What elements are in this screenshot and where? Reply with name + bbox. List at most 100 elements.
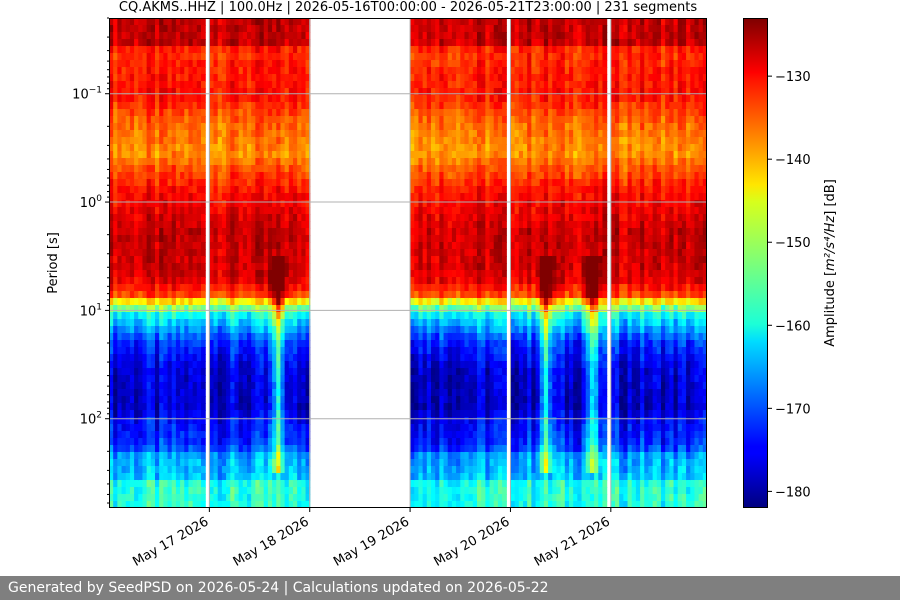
heatmap-cell xyxy=(280,123,286,131)
heatmap-cell xyxy=(301,375,307,383)
heatmap-cell xyxy=(301,305,307,313)
heatmap-cell xyxy=(201,144,206,152)
heatmap-cell xyxy=(159,172,164,180)
heatmap-cell xyxy=(146,18,152,26)
heatmap-cell xyxy=(301,501,307,508)
heatmap-cell xyxy=(489,361,495,369)
heatmap-cell xyxy=(431,361,436,369)
heatmap-cell xyxy=(155,81,160,89)
heatmap-cell xyxy=(259,305,265,313)
heatmap-cell xyxy=(447,102,453,110)
heatmap-cell xyxy=(117,452,123,460)
heatmap-cell xyxy=(251,67,256,75)
heatmap-cell xyxy=(234,410,240,418)
heatmap-cell xyxy=(255,305,261,313)
heatmap-cell xyxy=(180,242,185,250)
heatmap-cell xyxy=(305,298,311,306)
heatmap-cell xyxy=(134,375,139,383)
heatmap-cell xyxy=(196,494,202,502)
heatmap-cell xyxy=(280,298,286,306)
heatmap-cell xyxy=(159,186,164,194)
heatmap-cell xyxy=(443,116,449,124)
heatmap-cell xyxy=(493,340,499,348)
heatmap-cell xyxy=(109,214,114,222)
heatmap-cell xyxy=(493,186,499,194)
heatmap-cell xyxy=(468,375,474,383)
heatmap-cell xyxy=(410,284,415,292)
heatmap-cell xyxy=(171,144,177,152)
heatmap-column xyxy=(238,18,244,508)
heatmap-cell xyxy=(485,270,491,278)
heatmap-cell xyxy=(276,319,282,327)
heatmap-cell xyxy=(238,165,244,173)
heatmap-cell xyxy=(472,270,478,278)
heatmap-cell xyxy=(163,200,169,208)
heatmap-cell xyxy=(242,137,248,145)
heatmap-cell xyxy=(163,123,169,131)
heatmap-cell xyxy=(129,214,135,222)
heatmap-cell xyxy=(451,60,457,68)
heatmap-cell xyxy=(477,165,482,173)
heatmap-cell xyxy=(196,361,202,369)
heatmap-cell xyxy=(201,277,206,285)
heatmap-cell xyxy=(242,242,248,250)
heatmap-cell xyxy=(259,410,265,418)
heatmap-cell xyxy=(259,186,265,194)
heatmap-cell xyxy=(175,193,181,201)
heatmap-cell xyxy=(422,53,428,61)
heatmap-cell xyxy=(451,235,457,243)
heatmap-cell xyxy=(125,67,131,75)
heatmap-cell xyxy=(247,466,252,474)
heatmap-cell xyxy=(184,305,190,313)
heatmap-cell xyxy=(150,452,156,460)
heatmap-cell xyxy=(464,200,470,208)
heatmap-cell xyxy=(242,123,248,131)
heatmap-cell xyxy=(267,179,273,187)
heatmap-cell xyxy=(472,116,478,124)
heatmap-cell xyxy=(280,18,286,26)
heatmap-cell xyxy=(276,102,282,110)
heatmap-cell xyxy=(121,494,127,502)
heatmap-cell xyxy=(481,291,486,299)
heatmap-cell xyxy=(472,319,478,327)
heatmap-cell xyxy=(276,123,282,131)
heatmap-cell xyxy=(481,151,486,159)
heatmap-cell xyxy=(188,284,194,292)
heatmap-cell xyxy=(410,291,415,299)
heatmap-cell xyxy=(284,228,290,236)
heatmap-cell xyxy=(502,452,507,460)
heatmap-cell xyxy=(247,102,252,110)
heatmap-column xyxy=(460,18,466,508)
heatmap-cell xyxy=(196,74,202,82)
heatmap-cell xyxy=(167,487,173,495)
heatmap-cell xyxy=(293,18,298,26)
heatmap-cell xyxy=(138,186,144,194)
heatmap-cell xyxy=(171,319,177,327)
heatmap-cell xyxy=(142,347,148,355)
heatmap-cell xyxy=(121,305,127,313)
heatmap-cell xyxy=(477,18,482,26)
heatmap-cell xyxy=(288,375,294,383)
heatmap-cell xyxy=(167,284,173,292)
heatmap-cell xyxy=(255,60,261,68)
heatmap-cell xyxy=(481,88,486,96)
heatmap-cell xyxy=(121,284,127,292)
heatmap-cell xyxy=(301,494,307,502)
heatmap-cell xyxy=(138,424,144,432)
heatmap-cell xyxy=(201,284,206,292)
heatmap-cell xyxy=(443,501,449,508)
heatmap-cell xyxy=(439,389,445,397)
heatmap-cell xyxy=(426,291,432,299)
heatmap-cell xyxy=(171,151,177,159)
heatmap-cell xyxy=(146,340,152,348)
heatmap-cell xyxy=(267,228,273,236)
heatmap-cell xyxy=(439,256,445,264)
heatmap-cell xyxy=(481,95,486,103)
heatmap-cell xyxy=(163,396,169,404)
heatmap-column xyxy=(293,18,298,508)
heatmap-cell xyxy=(267,137,273,145)
heatmap-cell xyxy=(221,501,227,508)
heatmap-cell xyxy=(451,249,457,257)
heatmap-cell xyxy=(121,158,127,166)
heatmap-cell xyxy=(418,18,424,26)
